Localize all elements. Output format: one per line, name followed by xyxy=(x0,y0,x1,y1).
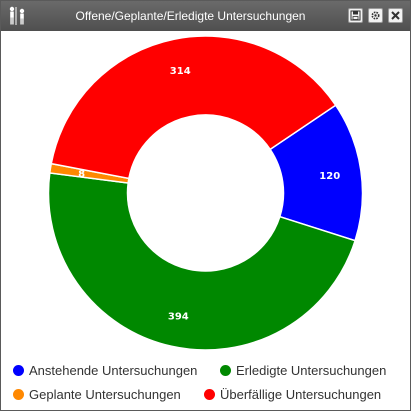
legend-label: Überfällige Untersuchungen xyxy=(220,387,382,402)
legend-item-erledigte[interactable]: Erledigte Untersuchungen xyxy=(220,363,386,381)
gear-icon xyxy=(371,11,380,20)
data-label-0: 120 xyxy=(319,171,340,182)
floppy-disk-icon xyxy=(350,10,361,21)
people-icon xyxy=(7,5,29,27)
data-label-2: 8 xyxy=(78,169,85,180)
settings-button[interactable] xyxy=(368,8,383,23)
legend-item-ueberfaellige[interactable]: Überfällige Untersuchungen xyxy=(204,387,381,405)
legend-dot xyxy=(13,389,24,400)
legend-item-anstehende[interactable]: Anstehende Untersuchungen xyxy=(13,363,197,381)
close-button[interactable] xyxy=(388,8,403,23)
slice-1[interactable] xyxy=(47,172,357,351)
save-button[interactable] xyxy=(348,8,363,23)
close-icon xyxy=(391,11,400,20)
data-label-3: 314 xyxy=(170,66,191,77)
legend-label: Erledigte Untersuchungen xyxy=(236,363,387,378)
title-bar[interactable]: Offene/Geplante/Erledigte Untersuchungen xyxy=(1,1,410,31)
data-label-1: 394 xyxy=(168,312,189,323)
legend-label: Anstehende Untersuchungen xyxy=(29,363,198,378)
legend-item-geplante[interactable]: Geplante Untersuchungen xyxy=(13,387,181,405)
legend-dot xyxy=(220,365,231,376)
window-title: Offene/Geplante/Erledigte Untersuchungen xyxy=(75,9,306,23)
slice-3[interactable] xyxy=(50,35,337,180)
legend-dot xyxy=(204,389,215,400)
legend-label: Geplante Untersuchungen xyxy=(29,387,181,402)
legend-dot xyxy=(13,365,24,376)
donut-chart: 120 394 8 314 xyxy=(47,35,364,351)
